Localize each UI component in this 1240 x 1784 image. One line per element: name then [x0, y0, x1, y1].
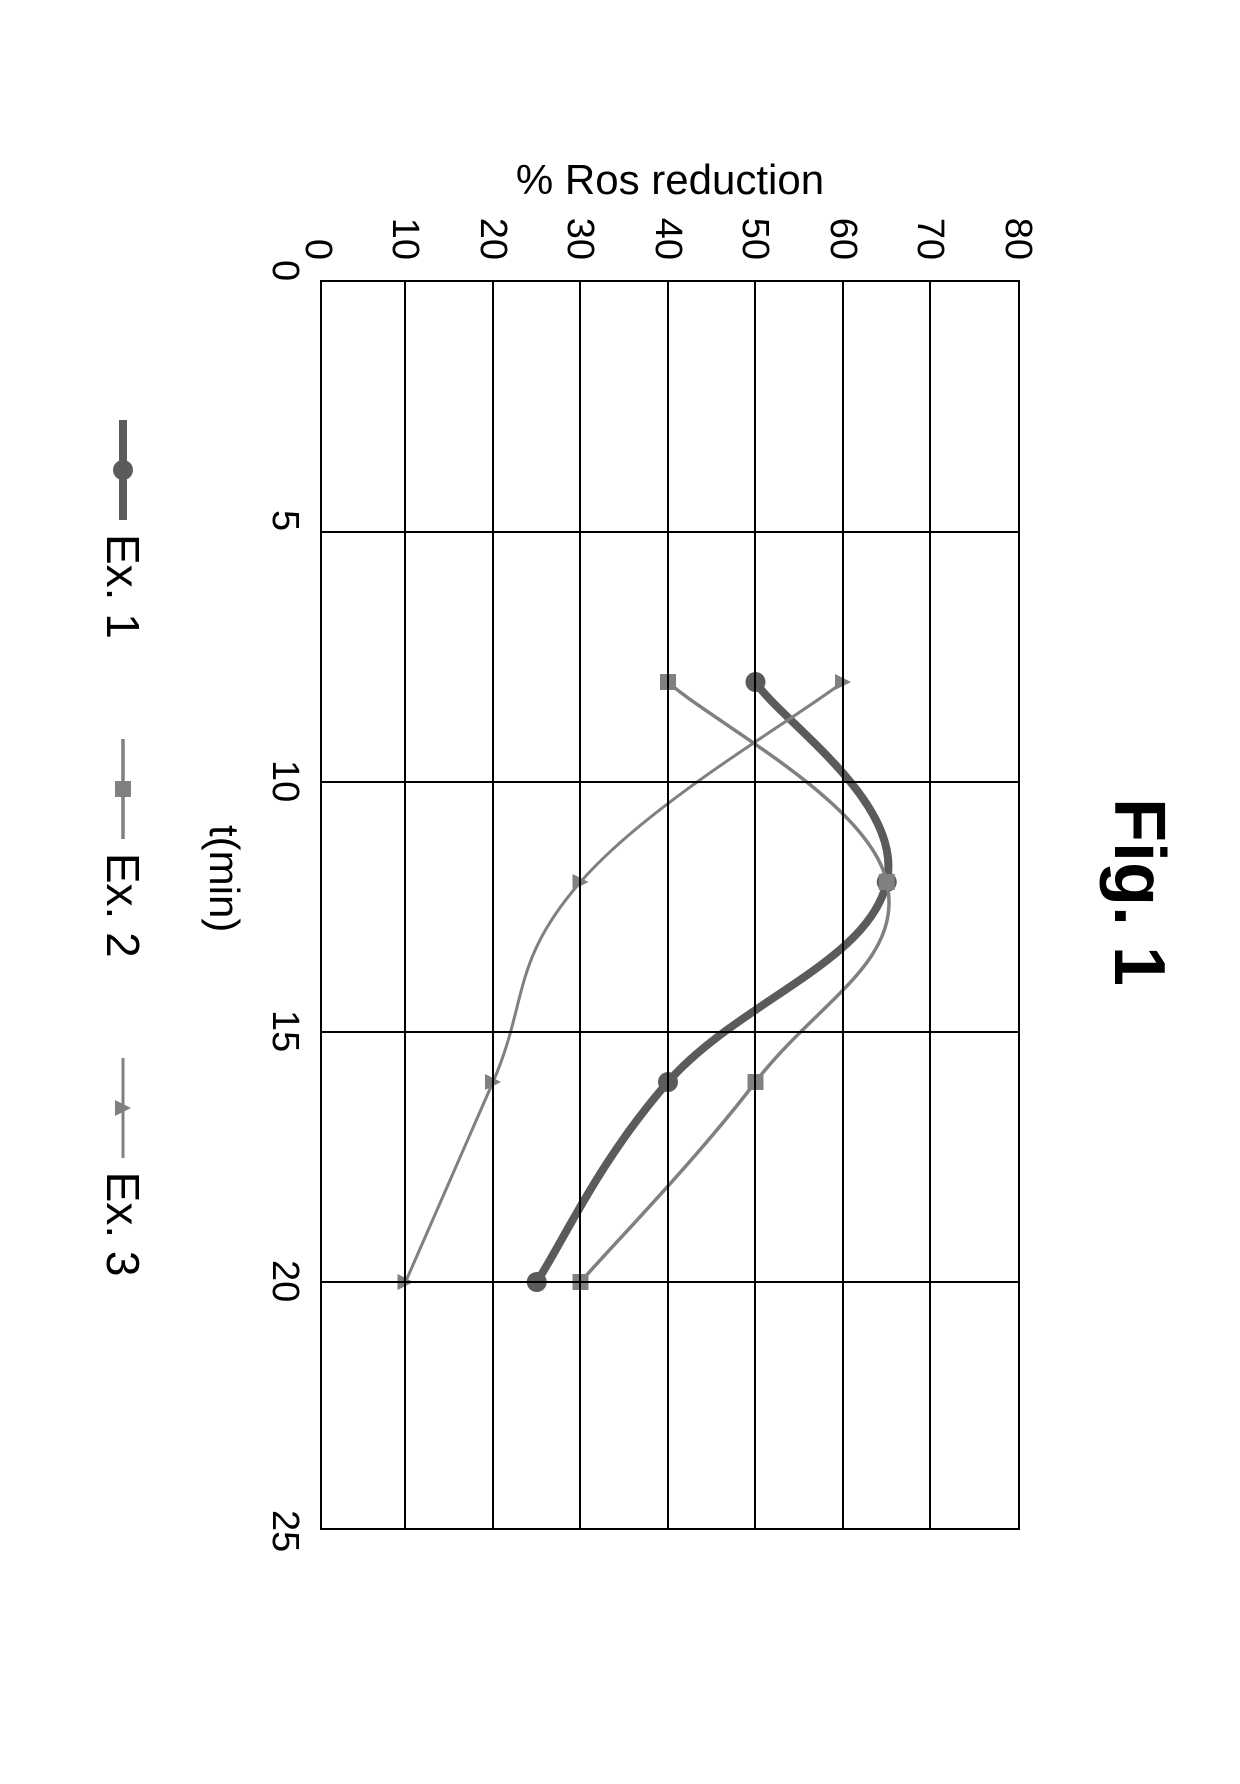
x-tick-label: 20 [263, 1260, 306, 1302]
x-tick-label: 15 [263, 1010, 306, 1052]
stage: Fig. 1 t(min) % Ros reduction Ex. 1 Ex. 2… [0, 0, 1240, 1784]
y-tick-label: 50 [734, 218, 777, 260]
y-tick-label: 30 [559, 218, 602, 260]
gridline-horizontal [842, 282, 844, 1528]
gridline-horizontal [492, 282, 494, 1528]
gridline-horizontal [930, 282, 932, 1528]
gridline-vertical [322, 781, 1018, 783]
y-tick-label: 40 [646, 218, 689, 260]
marker-square [879, 874, 895, 890]
plot-area [320, 280, 1020, 1530]
rotated-canvas: Fig. 1 t(min) % Ros reduction Ex. 1 Ex. 2… [0, 0, 1240, 1784]
series-line-ex3 [406, 682, 844, 1282]
legend-item-ex1: Ex. 1 [96, 420, 150, 639]
gridline-vertical [322, 1031, 1018, 1033]
y-tick-label: 70 [909, 218, 952, 260]
gridline-vertical [322, 531, 1018, 533]
legend-swatch-ex1 [103, 420, 143, 520]
x-tick-label: 10 [263, 760, 306, 802]
y-tick-label: 80 [996, 218, 1039, 260]
y-tick-label: 0 [296, 239, 339, 260]
y-tick-label: 20 [471, 218, 514, 260]
legend-label: Ex. 1 [96, 534, 150, 639]
legend-item-ex3: Ex. 3 [96, 1058, 150, 1277]
legend-item-ex2: Ex. 2 [96, 739, 150, 958]
figure-title: Fig. 1 [1098, 0, 1180, 1784]
gridline-vertical [322, 1281, 1018, 1283]
gridline-horizontal [580, 282, 582, 1528]
x-tick-label: 0 [263, 260, 306, 281]
x-tick-label: 5 [263, 510, 306, 531]
legend-label: Ex. 3 [96, 1172, 150, 1277]
gridline-horizontal [405, 282, 407, 1528]
x-axis-label: t(min) [200, 825, 248, 932]
legend-label: Ex. 2 [96, 853, 150, 958]
legend-swatch-ex2 [103, 739, 143, 839]
x-tick-label: 25 [263, 1510, 306, 1552]
marker-circle [113, 460, 133, 480]
legend: Ex. 1 Ex. 2 Ex. 3 [96, 420, 150, 1276]
marker-square [115, 781, 131, 797]
y-tick-label: 10 [384, 218, 427, 260]
gridline-horizontal [667, 282, 669, 1528]
y-tick-label: 60 [821, 218, 864, 260]
gridline-horizontal [755, 282, 757, 1528]
y-axis-label: % Ros reduction [490, 156, 850, 204]
legend-swatch-ex3 [103, 1058, 143, 1158]
